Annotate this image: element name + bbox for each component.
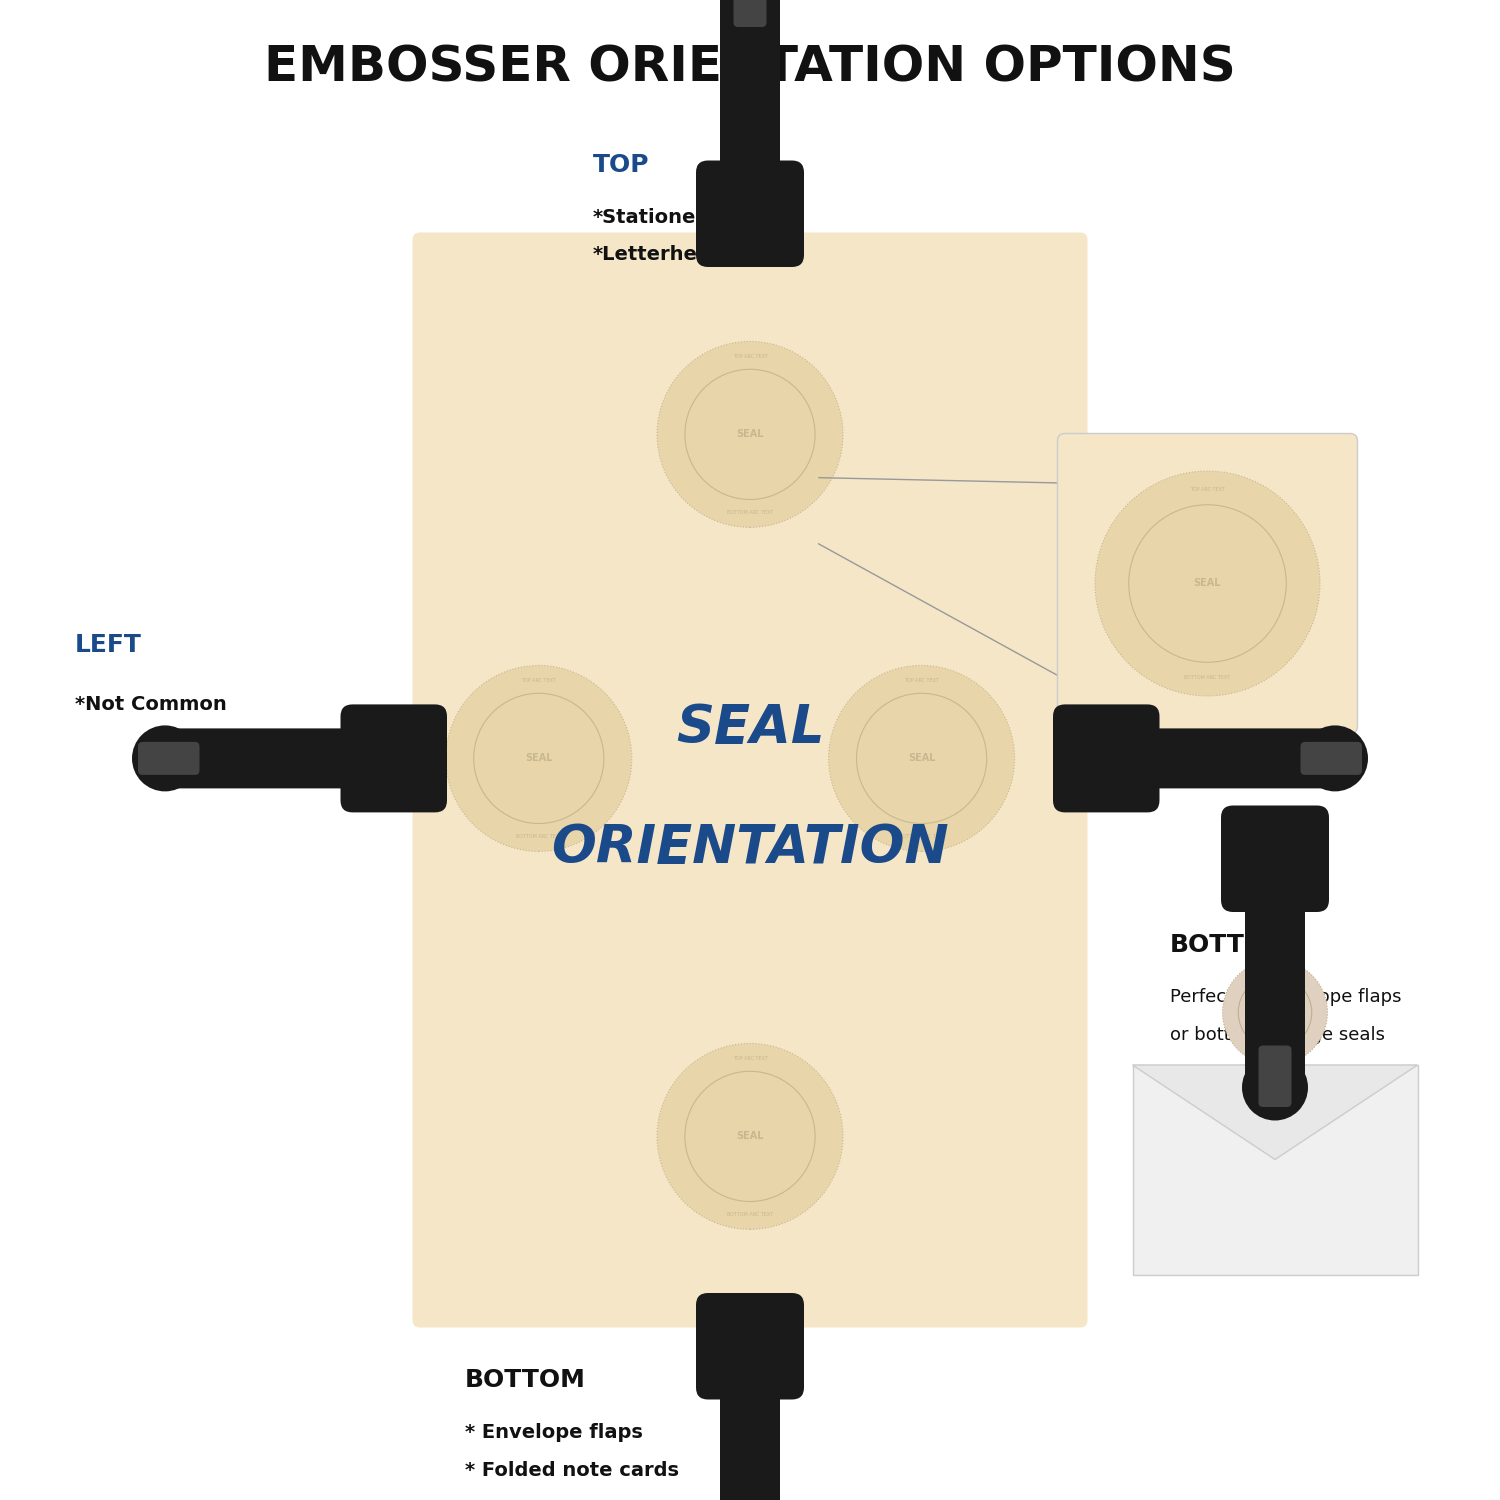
Text: * Book page: * Book page <box>1118 688 1250 706</box>
Text: BOTTOM: BOTTOM <box>465 1368 586 1392</box>
Text: TOP ARC TEXT: TOP ARC TEXT <box>732 354 768 358</box>
Text: SEAL: SEAL <box>908 753 936 764</box>
Text: TOP ARC TEXT: TOP ARC TEXT <box>732 1056 768 1060</box>
Text: *Not Common: *Not Common <box>75 696 226 714</box>
Text: or bottom of page seals: or bottom of page seals <box>1170 1026 1384 1044</box>
Text: RIGHT: RIGHT <box>1118 633 1204 657</box>
FancyBboxPatch shape <box>1258 1046 1292 1107</box>
Text: TOP ARC TEXT: TOP ARC TEXT <box>1190 486 1225 492</box>
FancyBboxPatch shape <box>1221 806 1329 912</box>
Circle shape <box>657 342 843 528</box>
Circle shape <box>1222 960 1328 1065</box>
Polygon shape <box>1132 1065 1418 1160</box>
Text: EMBOSSER ORIENTATION OPTIONS: EMBOSSER ORIENTATION OPTIONS <box>264 44 1236 92</box>
Text: TOP: TOP <box>592 153 650 177</box>
Text: BOTTOM ARC TEXT: BOTTOM ARC TEXT <box>898 834 945 839</box>
Text: LEFT: LEFT <box>75 633 142 657</box>
Text: * Folded note cards: * Folded note cards <box>465 1461 680 1479</box>
FancyBboxPatch shape <box>413 232 1088 1328</box>
Text: TOP ARC TEXT: TOP ARC TEXT <box>904 678 939 682</box>
Text: *Letterhead: *Letterhead <box>592 246 724 264</box>
FancyBboxPatch shape <box>1132 1065 1418 1275</box>
Circle shape <box>717 0 783 18</box>
Text: * Envelope flaps: * Envelope flaps <box>465 1424 644 1442</box>
Circle shape <box>657 1044 843 1230</box>
Text: SEAL: SEAL <box>736 1131 764 1142</box>
FancyBboxPatch shape <box>1245 892 1305 1088</box>
FancyBboxPatch shape <box>734 0 766 27</box>
Text: BOTTOM ARC TEXT: BOTTOM ARC TEXT <box>728 1212 772 1216</box>
Text: ORIENTATION: ORIENTATION <box>550 822 950 873</box>
Text: BOTTOM ARC TEXT: BOTTOM ARC TEXT <box>1185 675 1230 681</box>
FancyBboxPatch shape <box>165 729 360 789</box>
Text: TOP ARC TEXT: TOP ARC TEXT <box>522 678 556 682</box>
Text: BOTTOM ARC TEXT: BOTTOM ARC TEXT <box>728 510 772 515</box>
FancyBboxPatch shape <box>696 1293 804 1400</box>
FancyBboxPatch shape <box>696 160 804 267</box>
FancyBboxPatch shape <box>720 0 780 180</box>
FancyBboxPatch shape <box>1058 433 1358 734</box>
Text: SEAL: SEAL <box>1194 579 1221 588</box>
Text: SEAL: SEAL <box>1262 1008 1288 1017</box>
Circle shape <box>1095 471 1320 696</box>
Circle shape <box>1242 1054 1308 1120</box>
Text: SEAL: SEAL <box>736 429 764 439</box>
Circle shape <box>132 726 198 792</box>
Text: *Stationery: *Stationery <box>592 209 718 226</box>
FancyBboxPatch shape <box>1053 705 1160 813</box>
Text: SEAL: SEAL <box>675 702 825 753</box>
Text: BOTTOM ARC TEXT: BOTTOM ARC TEXT <box>516 834 562 839</box>
FancyBboxPatch shape <box>138 742 200 776</box>
Text: Perfect for envelope flaps: Perfect for envelope flaps <box>1170 988 1401 1006</box>
Circle shape <box>446 666 632 852</box>
FancyBboxPatch shape <box>340 705 447 813</box>
Text: SEAL: SEAL <box>525 753 552 764</box>
Circle shape <box>828 666 1014 852</box>
FancyBboxPatch shape <box>1300 742 1362 776</box>
FancyBboxPatch shape <box>1140 729 1335 789</box>
FancyBboxPatch shape <box>720 1380 780 1500</box>
Circle shape <box>1302 726 1368 792</box>
Text: TOP ARC TEXT: TOP ARC TEXT <box>1257 966 1293 970</box>
Text: BOTTOM: BOTTOM <box>1170 933 1292 957</box>
Text: BOTTOM ARC TEXT: BOTTOM ARC TEXT <box>1252 1054 1298 1059</box>
